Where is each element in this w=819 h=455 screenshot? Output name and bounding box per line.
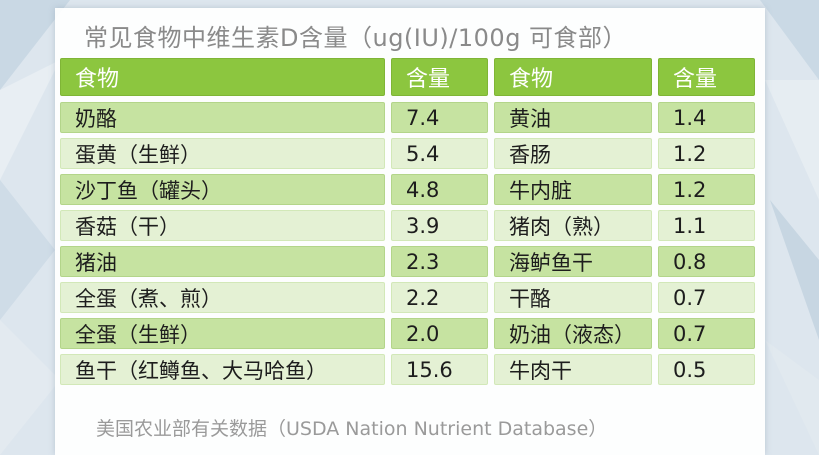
amount-cell: 0.7 xyxy=(658,282,755,313)
header-food-col-2: 食物 xyxy=(494,58,652,96)
table-row: 全蛋（生鲜） 2.0 奶油（液态） 0.7 xyxy=(60,318,755,349)
amount-cell: 1.4 xyxy=(658,102,755,133)
food-cell: 奶油（液态） xyxy=(494,318,652,349)
header-amount-col-2: 含量 xyxy=(658,58,755,96)
food-cell: 干酪 xyxy=(494,282,652,313)
food-cell: 奶酪 xyxy=(60,102,385,133)
food-cell: 蛋黄（生鲜） xyxy=(60,138,385,169)
amount-cell: 2.3 xyxy=(391,246,488,277)
food-cell: 全蛋（煮、煎） xyxy=(60,282,385,313)
amount-cell: 15.6 xyxy=(391,354,488,385)
amount-cell: 7.4 xyxy=(391,102,488,133)
amount-cell: 3.9 xyxy=(391,210,488,241)
table-row: 猪油 2.3 海鲈鱼干 0.8 xyxy=(60,246,755,277)
amount-cell: 0.8 xyxy=(658,246,755,277)
amount-cell: 2.2 xyxy=(391,282,488,313)
food-cell: 鱼干（红鳟鱼、大马哈鱼） xyxy=(60,354,385,385)
food-cell: 牛肉干 xyxy=(494,354,652,385)
food-cell: 海鲈鱼干 xyxy=(494,246,652,277)
food-cell: 香肠 xyxy=(494,138,652,169)
table-row: 香菇（干） 3.9 猪肉（熟） 1.1 xyxy=(60,210,755,241)
food-cell: 牛内脏 xyxy=(494,174,652,205)
food-cell: 猪油 xyxy=(60,246,385,277)
amount-cell: 1.1 xyxy=(658,210,755,241)
amount-cell: 0.5 xyxy=(658,354,755,385)
table-row: 鱼干（红鳟鱼、大马哈鱼） 15.6 牛肉干 0.5 xyxy=(60,354,755,385)
amount-cell: 4.8 xyxy=(391,174,488,205)
header-amount-col-1: 含量 xyxy=(391,58,488,96)
amount-cell: 2.0 xyxy=(391,318,488,349)
table-row: 沙丁鱼（罐头） 4.8 牛内脏 1.2 xyxy=(60,174,755,205)
amount-cell: 0.7 xyxy=(658,318,755,349)
food-cell: 猪肉（熟） xyxy=(494,210,652,241)
source-footnote: 美国农业部有关数据（USDA Nation Nutrient Database） xyxy=(96,418,608,440)
table-header-row: 食物 含量 食物 含量 xyxy=(60,58,755,96)
table-row: 蛋黄（生鲜） 5.4 香肠 1.2 xyxy=(60,138,755,169)
food-cell: 香菇（干） xyxy=(60,210,385,241)
amount-cell: 1.2 xyxy=(658,138,755,169)
amount-cell: 5.4 xyxy=(391,138,488,169)
page-title: 常见食物中维生素D含量（ug(IU)/100g 可食部） xyxy=(84,24,628,52)
vitamin-d-table: 食物 含量 食物 含量 奶酪 7.4 黄油 1.4 蛋黄（生鲜） 5.4 香肠 … xyxy=(60,58,755,390)
food-cell: 全蛋（生鲜） xyxy=(60,318,385,349)
header-food-col-1: 食物 xyxy=(60,58,385,96)
table-row: 全蛋（煮、煎） 2.2 干酪 0.7 xyxy=(60,282,755,313)
food-cell: 黄油 xyxy=(494,102,652,133)
amount-cell: 1.2 xyxy=(658,174,755,205)
food-cell: 沙丁鱼（罐头） xyxy=(60,174,385,205)
table-row: 奶酪 7.4 黄油 1.4 xyxy=(60,102,755,133)
